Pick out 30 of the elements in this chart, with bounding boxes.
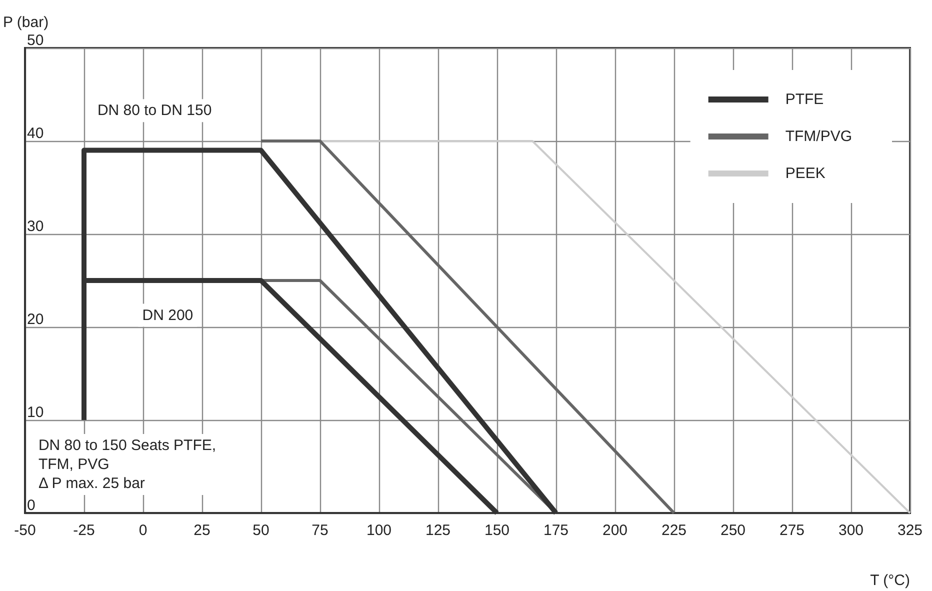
x-tick-label: 275 (779, 522, 805, 539)
x-tick-label: 0 (138, 522, 148, 539)
y-axis-title: P (bar) (3, 14, 49, 31)
y-tick-label: 20 (27, 311, 44, 328)
y-tick-label: 10 (27, 404, 44, 421)
annotation: DN 80 to DN 150 (97, 102, 212, 120)
x-tick-label: 250 (720, 522, 746, 539)
legend-label: TFM/PVG (785, 128, 852, 145)
y-tick-label: 40 (27, 125, 44, 142)
x-tick-label: 175 (543, 522, 569, 539)
y-tick-label: 30 (27, 218, 44, 235)
x-tick-label: 125 (425, 522, 451, 539)
x-tick-label: 225 (661, 522, 687, 539)
y-tick-label: 50 (27, 32, 44, 49)
x-axis-title: T (°C) (870, 572, 910, 589)
y-tick-label: 0 (27, 497, 36, 514)
x-tick-label: 200 (602, 522, 628, 539)
annotation: DN 80 to 150 Seats PTFE, TFM, PVG Δ P max. 25 bar (38, 436, 216, 492)
x-tick-label: 75 (312, 522, 328, 539)
x-tick-label: 325 (897, 522, 923, 539)
x-tick-label: 150 (484, 522, 510, 539)
x-tick-label: 100 (366, 522, 392, 539)
x-tick-label: -50 (14, 522, 36, 539)
x-tick-label: 25 (194, 522, 210, 539)
legend-label: PTFE (785, 91, 824, 108)
x-tick-label: 50 (252, 522, 270, 539)
legend-label: PEEK (785, 165, 826, 182)
x-tick-label: 300 (838, 522, 864, 539)
x-tick-label: -25 (73, 522, 95, 539)
annotation: DN 200 (142, 306, 194, 324)
